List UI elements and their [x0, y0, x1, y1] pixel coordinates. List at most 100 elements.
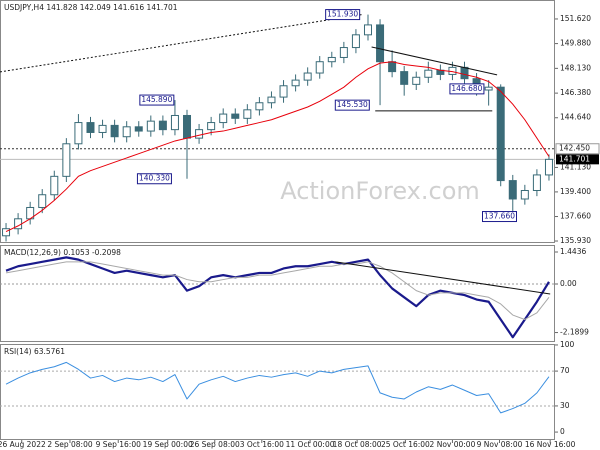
- y-tick-label: 135.930: [560, 236, 591, 245]
- candle-body: [207, 122, 216, 131]
- candle-body: [412, 76, 421, 85]
- y-tick-label: 0.00: [560, 279, 577, 288]
- candle-body: [195, 129, 204, 139]
- annotation-label: 146.680: [451, 84, 482, 93]
- annotation-box: [136, 173, 172, 185]
- candle-body: [291, 79, 300, 87]
- y-tick-label: 148.130: [560, 63, 591, 72]
- candle-body: [98, 124, 107, 133]
- y-tick-label: 151.620: [560, 14, 591, 23]
- candle-body: [532, 174, 541, 191]
- candle-body: [424, 69, 433, 78]
- candle-body: [376, 24, 385, 63]
- candle-body: [134, 126, 143, 132]
- annotation-box: [449, 83, 485, 95]
- candle-body: [363, 24, 372, 36]
- last-price-label: 141.701: [559, 154, 590, 163]
- annotation-label: 145.890: [141, 95, 172, 104]
- candle-body: [146, 120, 155, 132]
- candle-body: [122, 126, 131, 138]
- candle-body: [388, 61, 397, 73]
- candle-body: [170, 114, 179, 131]
- x-tick-label: 16 Nov 16:00: [525, 440, 576, 449]
- candle-body: [267, 96, 276, 104]
- candle-body: [400, 71, 409, 85]
- y-tick-label: 100: [560, 340, 575, 349]
- panel-frame: [0, 245, 555, 342]
- x-tick-label: 25 Oct 16:00: [381, 440, 430, 449]
- candle-body: [520, 189, 529, 200]
- price-level-box: [555, 143, 600, 155]
- moving-average: [5, 61, 550, 232]
- x-tick-label: 11 Oct 00:00: [286, 440, 335, 449]
- panel-frame: [0, 0, 555, 243]
- annotation-label: 140.330: [139, 174, 170, 183]
- candle-body: [110, 124, 119, 138]
- candle-body: [231, 113, 240, 119]
- x-tick-label: 26 Sep 08:00: [190, 440, 240, 449]
- y-tick-label: 144.640: [560, 113, 591, 122]
- candle-body: [496, 86, 505, 182]
- candle-body: [303, 72, 312, 81]
- candle-body: [62, 143, 71, 177]
- x-tick-label: 9 Sep 16:00: [96, 440, 142, 449]
- y-tick-label: 146.380: [560, 88, 591, 97]
- panel-frame: [0, 344, 555, 440]
- candle-body: [315, 61, 324, 74]
- price-level-label: 142.450: [559, 144, 590, 153]
- candle-body: [38, 194, 47, 208]
- y-tick-label: -2.1899: [560, 328, 589, 337]
- x-tick-label: 26 Aug 2022: [0, 440, 46, 449]
- watermark: ActionForex.com: [280, 177, 480, 205]
- annotation-box: [325, 9, 361, 21]
- candle-body: [2, 228, 11, 237]
- annotation-label: 137.660: [484, 212, 515, 221]
- candle-body: [243, 109, 252, 119]
- candle-body: [544, 158, 553, 176]
- panel-title: USDJPY,H4 141.828 142.049 141.616 141.70…: [4, 3, 178, 12]
- annotation-label: 145.530: [337, 100, 368, 109]
- candle-body: [460, 66, 469, 80]
- candle-body: [86, 122, 95, 133]
- candle-body: [327, 56, 336, 63]
- candle-body: [279, 85, 288, 98]
- indicator-line: [5, 361, 550, 414]
- y-tick-label: 1.4436: [560, 247, 586, 256]
- annotation-box: [139, 94, 175, 106]
- annotation-box: [334, 99, 370, 111]
- candle-body: [183, 114, 192, 139]
- x-tick-label: 2 Sep 08:00: [47, 440, 93, 449]
- y-tick-label: 149.880: [560, 39, 591, 48]
- y-tick-label: 137.660: [560, 212, 591, 221]
- x-tick-label: 9 Nov 08:00: [477, 440, 523, 449]
- last-price-box: [556, 154, 599, 165]
- y-tick-label: 139.400: [560, 187, 591, 196]
- candle-body: [351, 34, 360, 49]
- candle-body: [255, 102, 264, 111]
- panel-title: RSI(14) 63.5761: [4, 347, 65, 356]
- trendline: [335, 261, 551, 295]
- x-tick-label: 18 Oct 08:00: [333, 440, 382, 449]
- annotation-label: 151.930: [327, 10, 358, 19]
- y-tick-label: 141.130: [560, 162, 591, 171]
- x-tick-label: 2 Nov 00:00: [430, 440, 476, 449]
- y-tick-label: 30: [560, 401, 570, 410]
- candle-body: [508, 180, 517, 200]
- y-tick-label: 70: [560, 366, 570, 375]
- trendline: [0, 14, 363, 73]
- indicator-line: [5, 261, 550, 320]
- trendline: [371, 46, 498, 76]
- panel-title: MACD(12,26,9) 0.1053 -0.2098: [4, 248, 121, 257]
- candle-body: [339, 47, 348, 58]
- y-tick-label: 0: [560, 427, 565, 436]
- candle-body: [74, 122, 83, 145]
- annotation-box: [482, 211, 517, 223]
- candle-body: [50, 175, 59, 196]
- candle-body: [158, 120, 167, 131]
- x-tick-label: 19 Sep 00:00: [143, 440, 193, 449]
- x-tick-label: 3 Oct 16:00: [240, 440, 284, 449]
- candle-body: [219, 113, 228, 124]
- indicator-line: [5, 256, 550, 339]
